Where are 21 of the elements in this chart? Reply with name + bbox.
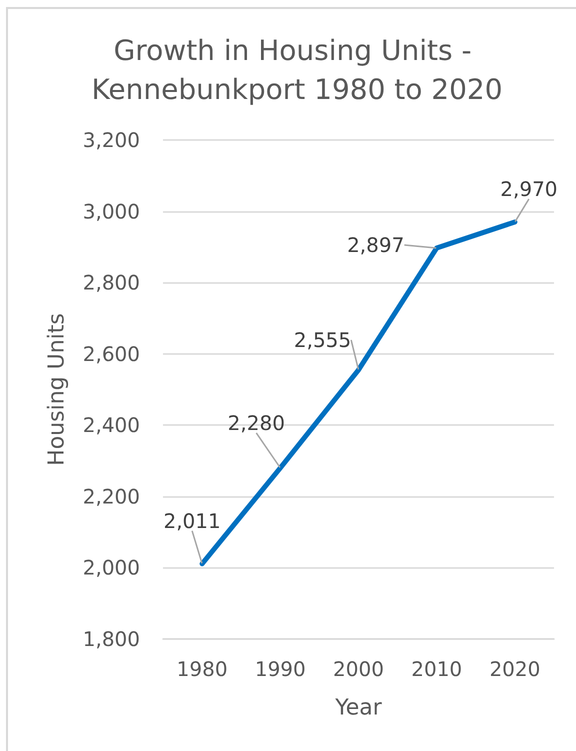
data-label: 2,011 [163, 508, 221, 533]
x-tick-label: 1980 [176, 657, 228, 681]
x-axis-title: Year [334, 696, 383, 720]
x-tick-label: 2010 [411, 657, 462, 681]
y-tick-label: 3,000 [82, 199, 140, 224]
data-label: 2,897 [347, 233, 404, 257]
x-tick-label: 1990 [254, 657, 306, 681]
y-axis-title: Housing Units [44, 313, 70, 466]
x-tick-label: 2020 [489, 657, 540, 681]
y-tick-label: 3,200 [82, 128, 140, 152]
y-tick-label: 2,400 [82, 413, 140, 438]
y-tick-label: 2,200 [82, 484, 140, 508]
data-label: 2,555 [294, 328, 352, 352]
y-tick-label: 2,000 [82, 556, 140, 580]
data-label: 2,280 [228, 410, 285, 435]
data-label: 2,970 [500, 176, 558, 201]
y-tick-label: 2,800 [82, 270, 140, 295]
x-tick-label: 2000 [333, 657, 384, 681]
y-tick-label: 2,600 [82, 342, 140, 366]
y-tick-label: 1,800 [82, 627, 140, 651]
chart-title: Growth in Housing Units - Kennebunkport 1980 to 2020 [91, 34, 503, 106]
